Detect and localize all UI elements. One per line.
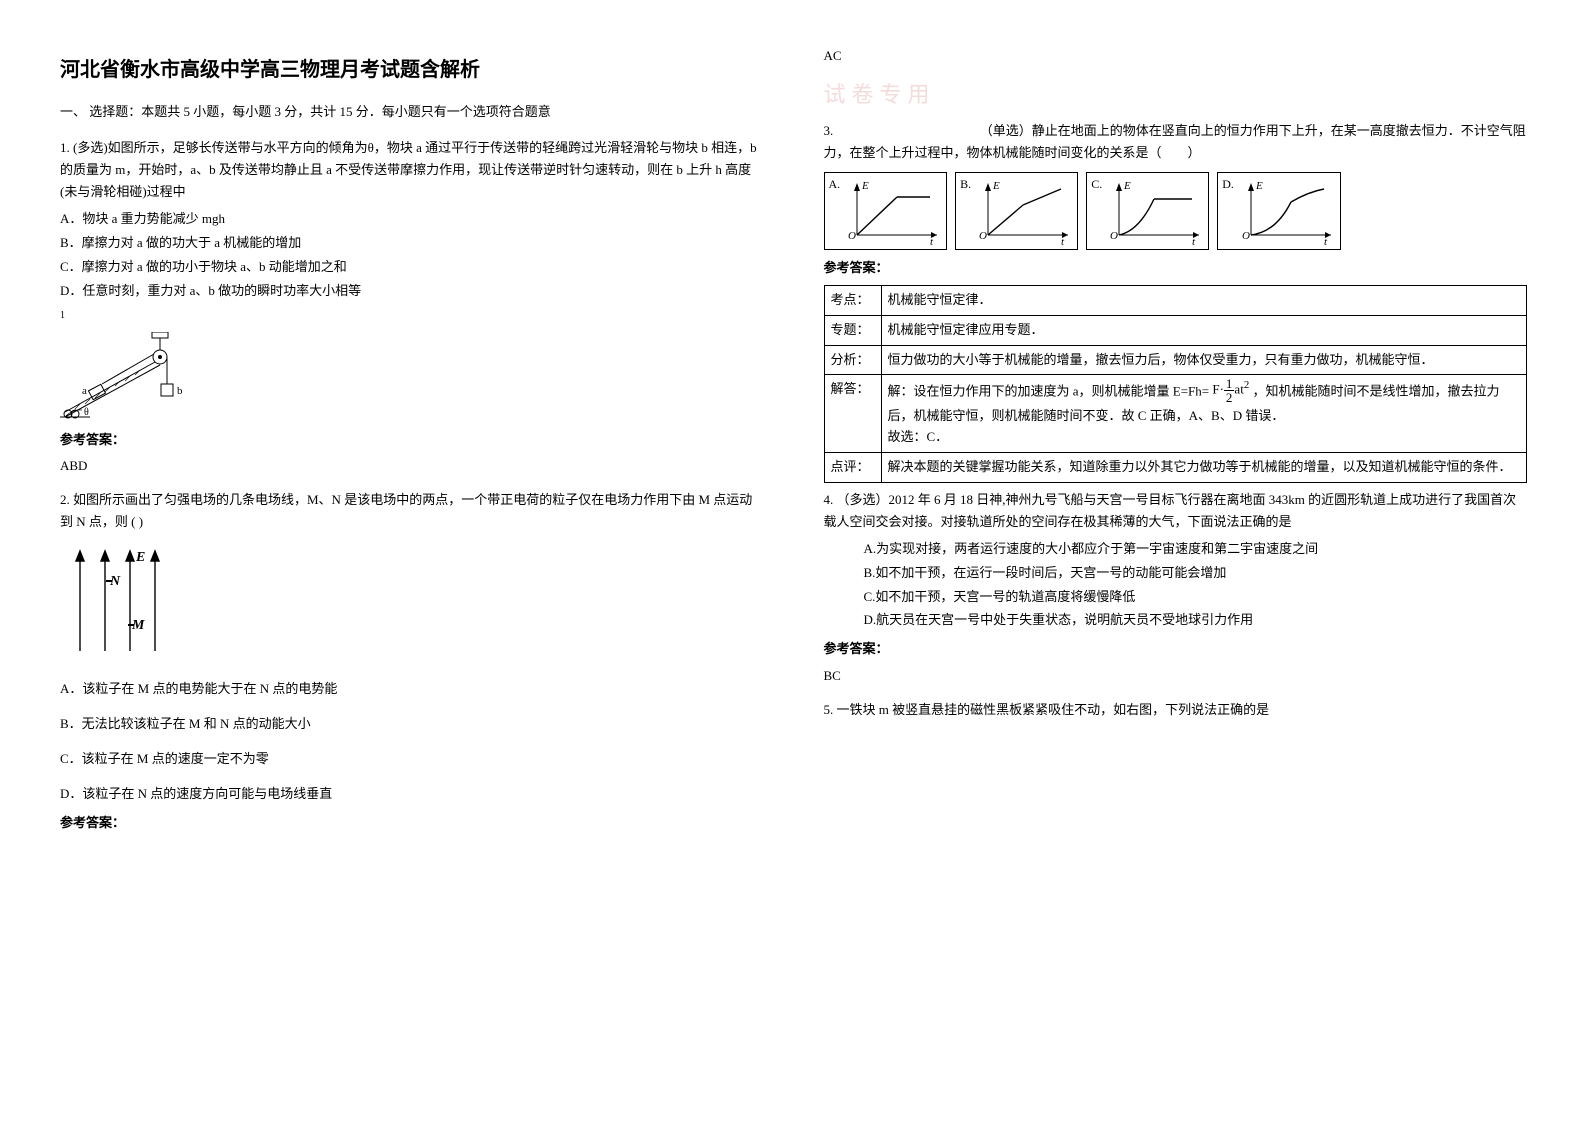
q1-stem: 1. (多选)如图所示，足够长传送带与水平方向的倾角为θ，物块 a 通过平行于传… bbox=[60, 137, 764, 203]
q4-opt-a: A.为实现对接，两者运行速度的大小都应介于第一宇宙速度和第二宇宙速度之间 bbox=[824, 539, 1528, 560]
table-row: 专题： 机械能守恒定律应用专题． bbox=[824, 315, 1527, 345]
q1-figure: a b θ bbox=[60, 332, 764, 422]
svg-text:O: O bbox=[1110, 230, 1118, 242]
svg-text:t: t bbox=[930, 236, 934, 245]
q1-opt-b: B．摩擦力对 a 做的功大于 a 机械能的增加 bbox=[60, 233, 764, 254]
q4-opt-c: C.如不加干预，天宫一号的轨道高度将缓慢降低 bbox=[824, 587, 1528, 608]
svg-text:E: E bbox=[1123, 180, 1131, 192]
q2-label-E: E bbox=[135, 550, 145, 565]
q3-opt-c: C. E O t bbox=[1086, 172, 1209, 250]
q1-fig-num: 1 bbox=[60, 308, 764, 324]
jd-text: 解：设在恒力作用下的加速度为 a，则机械能增量 E=Fh= F· 1 2 at2… bbox=[881, 375, 1527, 453]
q3-num: 3. bbox=[824, 123, 834, 138]
right-column: AC 试卷专用 3. （单选）静止在地面上的物体在竖直向上的恒力作用下上升，在某… bbox=[824, 40, 1528, 839]
svg-text:E: E bbox=[992, 180, 1000, 192]
q1-label-a: a bbox=[82, 385, 87, 397]
svg-text:t: t bbox=[1192, 236, 1196, 245]
q3-opt-b: B. E O t bbox=[955, 172, 1078, 250]
q3-opt-a: A. E O t bbox=[824, 172, 948, 250]
zt-text: 机械能守恒定律应用专题． bbox=[881, 315, 1527, 345]
q3-ref-label: 参考答案： bbox=[824, 258, 1528, 279]
fx-text: 恒力做功的大小等于机械能的增量，撤去恒力后，物体仅受重力，只有重力做功，机械能守… bbox=[881, 345, 1527, 375]
q2-answer: AC bbox=[824, 46, 1528, 67]
section-1-header: 一、 选择题：本题共 5 小题，每小题 3 分，共计 15 分．每小题只有一个选… bbox=[60, 102, 764, 123]
q4-opt-d: D.航天员在天宫一号中处于失重状态，说明航天员不受地球引力作用 bbox=[824, 610, 1528, 631]
q1-opt-a: A．物块 a 重力势能减少 mgh bbox=[60, 209, 764, 230]
q4-stem: 4. （多选）2012 年 6 月 18 日神,神州九号飞船与天宫一号目标飞行器… bbox=[824, 489, 1528, 533]
q4-ref-label: 参考答案： bbox=[824, 639, 1528, 660]
q1-label-theta: θ bbox=[84, 407, 89, 418]
exam-title: 河北省衡水市高级中学高三物理月考试题含解析 bbox=[60, 53, 764, 82]
zt-label: 专题： bbox=[824, 315, 881, 345]
q3-opt-d: D. E O t bbox=[1217, 172, 1341, 250]
q2-opt-a: A．该粒子在 M 点的电势能大于在 N 点的电势能 bbox=[60, 679, 764, 700]
q3-analysis-table: 考点： 机械能守恒定律． 专题： 机械能守恒定律应用专题． 分析： 恒力做功的大… bbox=[824, 285, 1528, 483]
q1-opt-c: C．摩擦力对 a 做的功小于物块 a、b 动能增加之和 bbox=[60, 257, 764, 278]
table-row: 解答： 解：设在恒力作用下的加速度为 a，则机械能增量 E=Fh= F· 1 2… bbox=[824, 375, 1527, 453]
q3-graph-options: A. E O t B. bbox=[824, 172, 1528, 250]
q3-body: （单选）静止在地面上的物体在竖直向上的恒力作用下上升，在某一高度撤去恒力．不计空… bbox=[824, 123, 1526, 160]
q1-ref-label: 参考答案： bbox=[60, 430, 764, 451]
fraction: F· 1 2 at2 bbox=[1212, 377, 1249, 404]
q1-answer: ABD bbox=[60, 456, 764, 477]
dp-label: 点评： bbox=[824, 452, 881, 482]
table-row: 点评： 解决本题的关键掌握功能关系，知道除重力以外其它力做功等于机械能的增量，以… bbox=[824, 452, 1527, 482]
svg-text:t: t bbox=[1061, 236, 1065, 245]
kd-text: 机械能守恒定律． bbox=[881, 285, 1527, 315]
table-row: 考点： 机械能守恒定律． bbox=[824, 285, 1527, 315]
q2-figure: E N M bbox=[60, 541, 764, 661]
q4-opt-b: B.如不加干预，在运行一段时间后，天宫一号的动能可能会增加 bbox=[824, 563, 1528, 584]
q3-stem: 3. （单选）静止在地面上的物体在竖直向上的恒力作用下上升，在某一高度撤去恒力．… bbox=[824, 120, 1528, 164]
q2-opt-b: B．无法比较该粒子在 M 和 N 点的动能大小 bbox=[60, 714, 764, 735]
q2-ref-label: 参考答案： bbox=[60, 813, 764, 834]
fx-label: 分析： bbox=[824, 345, 881, 375]
watermark: 试卷专用 bbox=[824, 77, 1528, 112]
q5-stem: 5. 一铁块 m 被竖直悬挂的磁性黑板紧紧吸住不动，如右图，下列说法正确的是 bbox=[824, 699, 1528, 721]
q1-opt-d: D．任意时刻，重力对 a、b 做功的瞬时功率大小相等 bbox=[60, 281, 764, 302]
jd-label: 解答： bbox=[824, 375, 881, 453]
q2-opt-d: D．该粒子在 N 点的速度方向可能与电场线垂直 bbox=[60, 784, 764, 805]
svg-text:E: E bbox=[1255, 180, 1263, 192]
table-row: 分析： 恒力做功的大小等于机械能的增量，撤去恒力后，物体仅受重力，只有重力做功，… bbox=[824, 345, 1527, 375]
svg-text:O: O bbox=[848, 230, 856, 242]
svg-text:t: t bbox=[1324, 236, 1328, 245]
q4-answer: BC bbox=[824, 666, 1528, 687]
left-column: 河北省衡水市高级中学高三物理月考试题含解析 一、 选择题：本题共 5 小题，每小… bbox=[60, 40, 764, 839]
svg-text:O: O bbox=[979, 230, 987, 242]
q2-stem: 2. 如图所示画出了匀强电场的几条电场线，M、N 是该电场中的两点，一个带正电荷… bbox=[60, 489, 764, 533]
q1-label-b: b bbox=[177, 385, 183, 397]
dp-text: 解决本题的关键掌握功能关系，知道除重力以外其它力做功等于机械能的增量，以及知道机… bbox=[881, 452, 1527, 482]
kd-label: 考点： bbox=[824, 285, 881, 315]
svg-text:E: E bbox=[861, 180, 869, 192]
svg-text:O: O bbox=[1242, 230, 1250, 242]
q2-opt-c: C．该粒子在 M 点的速度一定不为零 bbox=[60, 749, 764, 770]
